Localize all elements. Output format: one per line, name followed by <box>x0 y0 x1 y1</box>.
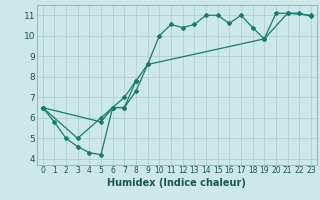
X-axis label: Humidex (Indice chaleur): Humidex (Indice chaleur) <box>108 178 246 188</box>
